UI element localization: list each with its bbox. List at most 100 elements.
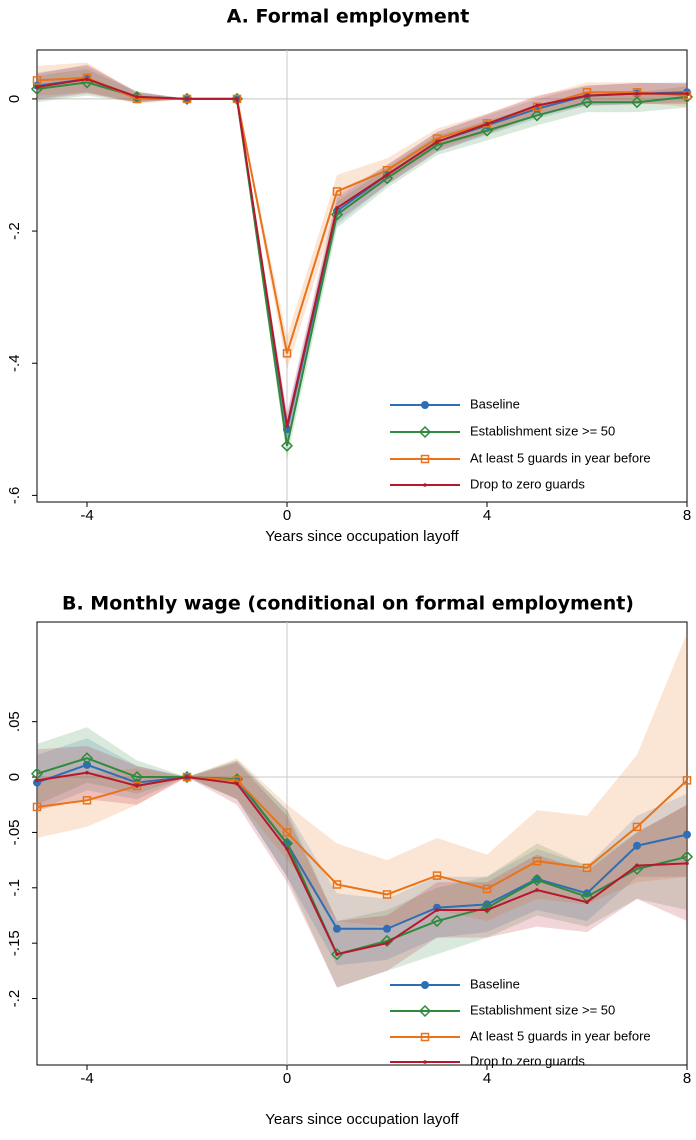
x-tick-label: 0 bbox=[283, 507, 291, 524]
marker bbox=[330, 208, 344, 221]
marker bbox=[480, 901, 494, 914]
confidence-band bbox=[37, 633, 687, 927]
confidence-band bbox=[37, 69, 687, 460]
marker bbox=[530, 109, 544, 122]
chart-title: B. Monthly wage (conditional on formal e… bbox=[62, 593, 634, 615]
legend: Baseline Establishment size >= 50 At least… bbox=[390, 396, 651, 491]
series-line bbox=[36, 81, 688, 447]
y-tick-label: .05 bbox=[6, 711, 23, 732]
marker bbox=[85, 770, 89, 775]
x-tick-label: 4 bbox=[483, 1070, 491, 1087]
marker bbox=[85, 77, 89, 81]
y-tick-label: -.4 bbox=[6, 354, 23, 372]
marker bbox=[282, 828, 292, 837]
y-tick-label: -.1 bbox=[6, 879, 23, 897]
x-axis-label: Years since occupation layoff bbox=[265, 1111, 459, 1128]
marker bbox=[632, 88, 642, 97]
y-tick-label: -.2 bbox=[6, 990, 23, 1008]
marker bbox=[82, 73, 92, 83]
marker bbox=[632, 822, 642, 832]
x-tick-label: -4 bbox=[80, 1070, 93, 1087]
confidence-band bbox=[37, 738, 687, 966]
marker bbox=[532, 856, 542, 866]
legend-label: At least 5 guards in year before bbox=[470, 450, 651, 465]
marker bbox=[35, 778, 39, 783]
marker bbox=[32, 802, 42, 812]
series-line bbox=[36, 757, 688, 956]
series-line bbox=[36, 763, 688, 930]
marker bbox=[380, 934, 394, 948]
marker bbox=[282, 349, 292, 358]
marker bbox=[332, 187, 342, 196]
x-tick-label: 8 bbox=[683, 507, 691, 524]
plot: .05 0 -.05 -.1 -.15 -.2 -4 0 4 8 bbox=[6, 621, 694, 1087]
marker bbox=[235, 97, 239, 101]
marker bbox=[682, 776, 692, 785]
marker bbox=[418, 425, 432, 439]
series-line bbox=[36, 78, 688, 430]
legend-label: Baseline bbox=[470, 976, 520, 991]
marker bbox=[235, 781, 239, 786]
marker bbox=[435, 140, 439, 144]
marker bbox=[685, 861, 689, 866]
marker bbox=[82, 796, 92, 805]
y-tick-label: -.6 bbox=[6, 487, 23, 505]
y-tick-label: -.15 bbox=[6, 930, 23, 956]
marker bbox=[83, 760, 91, 769]
marker bbox=[185, 97, 189, 101]
marker bbox=[485, 908, 489, 912]
marker bbox=[382, 890, 392, 899]
marker bbox=[423, 1060, 427, 1064]
marker bbox=[383, 924, 391, 933]
marker bbox=[285, 424, 289, 428]
x-tick-label: 0 bbox=[283, 1070, 291, 1087]
marker bbox=[421, 981, 429, 989]
marker bbox=[135, 784, 139, 788]
marker bbox=[385, 941, 389, 945]
x-axis-label: Years since occupation layoff bbox=[265, 528, 459, 545]
marker bbox=[482, 884, 492, 894]
marker bbox=[635, 91, 639, 96]
marker bbox=[335, 952, 339, 957]
series-line bbox=[36, 78, 687, 427]
marker bbox=[580, 96, 594, 109]
x-tick-label: -4 bbox=[80, 507, 93, 524]
marker bbox=[430, 914, 444, 928]
marker bbox=[333, 924, 341, 933]
marker bbox=[585, 93, 589, 98]
legend-label: Baseline bbox=[470, 396, 520, 411]
y-tick-label: -.05 bbox=[6, 819, 23, 845]
marker bbox=[530, 873, 544, 887]
marker bbox=[421, 401, 429, 409]
marker bbox=[185, 775, 189, 779]
chart-title: A. Formal employment bbox=[227, 6, 470, 28]
marker bbox=[80, 752, 94, 765]
marker bbox=[633, 841, 641, 850]
marker bbox=[418, 1004, 432, 1018]
y-tick-label: -.2 bbox=[6, 222, 23, 240]
y-tick-label: 0 bbox=[6, 773, 23, 781]
plot-frame bbox=[36, 49, 688, 503]
x-tick-label: 4 bbox=[483, 507, 491, 524]
marker bbox=[582, 863, 592, 873]
x-tick-label: 8 bbox=[683, 1070, 691, 1087]
marker bbox=[420, 1032, 430, 1042]
marker bbox=[285, 847, 289, 851]
confidence-band bbox=[37, 65, 687, 443]
marker bbox=[535, 888, 539, 892]
marker bbox=[32, 76, 42, 85]
y-tick-label: 0 bbox=[6, 95, 23, 103]
marker bbox=[35, 85, 39, 89]
marker bbox=[435, 908, 439, 912]
legend: Baseline Establishment size >= 50 At least… bbox=[390, 976, 651, 1068]
legend-label: At least 5 guards in year before bbox=[470, 1028, 651, 1043]
marker bbox=[535, 103, 539, 108]
confidence-band bbox=[37, 64, 687, 440]
legend-label: Drop to zero guards bbox=[470, 476, 585, 491]
marker bbox=[135, 95, 139, 99]
marker bbox=[683, 830, 691, 839]
legend-label: Establishment size >= 50 bbox=[470, 1002, 615, 1017]
marker bbox=[480, 124, 494, 137]
marker bbox=[630, 96, 644, 109]
